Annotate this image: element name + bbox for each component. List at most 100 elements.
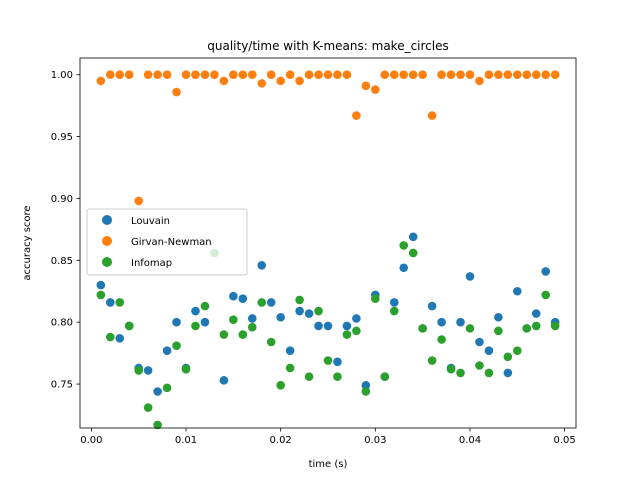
point-louvain bbox=[484, 346, 494, 355]
point-louvain bbox=[247, 314, 257, 323]
point-louvain bbox=[229, 291, 238, 301]
legend-marker-girvan-newman bbox=[102, 236, 112, 246]
point-louvain bbox=[503, 368, 513, 378]
y-tick-label: 0.95 bbox=[51, 132, 73, 143]
point-infomap bbox=[162, 383, 172, 393]
point-girvan-newman bbox=[503, 70, 513, 80]
point-infomap bbox=[380, 372, 390, 381]
point-louvain bbox=[96, 280, 106, 290]
point-girvan-newman bbox=[418, 70, 427, 80]
point-girvan-newman bbox=[314, 70, 323, 80]
point-infomap bbox=[229, 315, 238, 325]
point-louvain bbox=[437, 317, 446, 327]
x-tick-label: 0.01 bbox=[175, 435, 197, 446]
point-infomap bbox=[295, 295, 304, 305]
point-louvain bbox=[172, 317, 181, 327]
point-girvan-newman bbox=[191, 70, 200, 80]
point-louvain bbox=[285, 346, 295, 355]
point-louvain bbox=[399, 263, 409, 273]
point-louvain bbox=[342, 321, 352, 331]
point-infomap bbox=[257, 298, 267, 307]
point-girvan-newman bbox=[304, 70, 314, 80]
point-louvain bbox=[115, 333, 125, 343]
point-louvain bbox=[513, 286, 522, 296]
point-girvan-newman bbox=[276, 76, 285, 86]
point-girvan-newman bbox=[124, 70, 134, 80]
point-infomap bbox=[153, 420, 162, 430]
point-infomap bbox=[494, 326, 503, 336]
point-infomap bbox=[115, 298, 125, 307]
legend-label-louvain: Louvain bbox=[131, 216, 170, 227]
point-infomap bbox=[219, 330, 229, 339]
point-louvain bbox=[531, 309, 541, 318]
point-louvain bbox=[333, 357, 342, 367]
point-girvan-newman bbox=[219, 76, 229, 86]
point-infomap bbox=[408, 248, 418, 258]
point-louvain bbox=[276, 312, 285, 322]
point-infomap bbox=[143, 403, 153, 412]
point-girvan-newman bbox=[229, 70, 238, 80]
point-louvain bbox=[219, 376, 229, 385]
point-louvain bbox=[408, 232, 418, 242]
point-louvain bbox=[105, 298, 115, 307]
point-girvan-newman bbox=[115, 70, 125, 80]
point-louvain bbox=[475, 337, 484, 347]
point-infomap bbox=[427, 356, 437, 365]
point-louvain bbox=[238, 294, 248, 303]
legend: Louvain Girvan-Newman Infomap bbox=[86, 208, 248, 276]
point-girvan-newman bbox=[522, 70, 532, 80]
point-girvan-newman bbox=[389, 70, 399, 80]
point-girvan-newman bbox=[399, 70, 409, 80]
point-girvan-newman bbox=[484, 70, 494, 80]
point-girvan-newman bbox=[295, 76, 304, 86]
point-girvan-newman bbox=[266, 70, 276, 80]
point-louvain bbox=[257, 260, 267, 270]
point-infomap bbox=[172, 341, 181, 351]
point-girvan-newman bbox=[285, 70, 295, 80]
point-girvan-newman bbox=[162, 70, 172, 80]
point-infomap bbox=[399, 241, 409, 250]
point-girvan-newman bbox=[475, 76, 484, 86]
point-louvain bbox=[541, 267, 551, 276]
point-infomap bbox=[361, 387, 371, 396]
point-girvan-newman bbox=[181, 70, 191, 80]
point-infomap bbox=[484, 368, 494, 378]
point-infomap bbox=[437, 335, 446, 344]
point-girvan-newman bbox=[210, 70, 219, 80]
chart-title: quality/time with K-means: make_circles bbox=[207, 39, 449, 53]
point-infomap bbox=[124, 321, 134, 331]
point-louvain bbox=[427, 301, 437, 311]
point-girvan-newman bbox=[531, 70, 541, 80]
point-girvan-newman bbox=[541, 70, 551, 80]
point-infomap bbox=[465, 324, 475, 333]
point-louvain bbox=[323, 321, 333, 331]
y-tick-label: 0.85 bbox=[51, 256, 73, 267]
point-girvan-newman bbox=[380, 70, 390, 80]
point-girvan-newman bbox=[352, 111, 361, 120]
point-louvain bbox=[191, 306, 200, 316]
x-tick-label: 0.04 bbox=[459, 435, 481, 446]
point-girvan-newman bbox=[371, 85, 380, 94]
x-tick-label: 0.02 bbox=[270, 435, 292, 446]
y-tick-label: 0.75 bbox=[51, 380, 73, 391]
point-infomap bbox=[541, 290, 551, 300]
point-girvan-newman bbox=[200, 70, 210, 80]
point-infomap bbox=[352, 326, 361, 336]
point-louvain bbox=[153, 387, 162, 396]
point-girvan-newman bbox=[323, 70, 333, 80]
point-louvain bbox=[200, 317, 210, 327]
point-infomap bbox=[314, 306, 323, 316]
point-girvan-newman bbox=[550, 70, 560, 80]
point-girvan-newman bbox=[143, 70, 153, 80]
legend-box bbox=[86, 208, 248, 276]
point-infomap bbox=[456, 368, 465, 378]
point-infomap bbox=[503, 352, 513, 362]
point-girvan-newman bbox=[446, 70, 456, 80]
point-infomap bbox=[513, 346, 522, 355]
point-girvan-newman bbox=[437, 70, 446, 80]
points-layer bbox=[96, 70, 560, 430]
x-tick-label: 0.05 bbox=[554, 435, 576, 446]
point-infomap bbox=[96, 290, 106, 300]
point-infomap bbox=[276, 381, 285, 390]
point-girvan-newman bbox=[342, 70, 352, 80]
